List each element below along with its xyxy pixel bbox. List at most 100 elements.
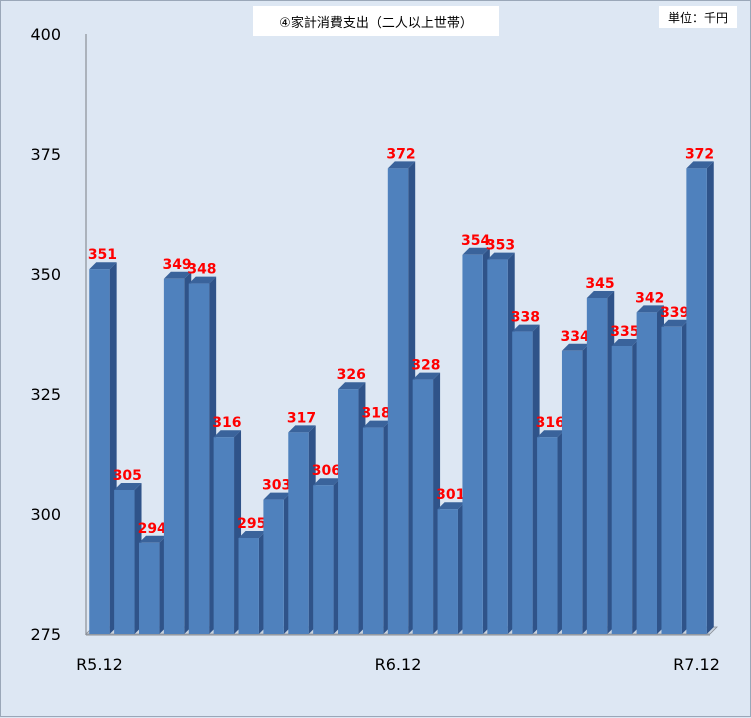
y-tick-label: 400 <box>30 25 61 44</box>
bar <box>114 483 142 634</box>
bar-front <box>611 346 633 634</box>
chart-title: ④家計消費支出（二人以上世帯） <box>253 6 499 36</box>
bar-top <box>89 262 117 270</box>
bar-front <box>636 312 658 634</box>
bar-front <box>313 485 334 634</box>
data-label: 295 <box>237 516 266 532</box>
data-label: 349 <box>162 257 191 273</box>
bar-top <box>138 535 167 543</box>
bar-top <box>611 339 640 346</box>
data-label: 353 <box>486 238 515 254</box>
bar <box>163 271 192 634</box>
data-label: 301 <box>436 487 465 503</box>
bar-front <box>338 389 359 634</box>
bar <box>238 531 266 634</box>
bar <box>313 478 341 634</box>
bar-top <box>188 276 217 284</box>
data-label: 316 <box>536 415 565 431</box>
bar <box>213 430 242 634</box>
bar-front <box>114 490 135 634</box>
bar-front <box>512 331 533 634</box>
bar-front <box>238 538 259 634</box>
y-tick-label: 275 <box>30 625 61 644</box>
data-label: 326 <box>337 367 366 383</box>
bar <box>263 492 291 634</box>
bar-front <box>362 427 384 634</box>
y-tick-label: 375 <box>30 145 61 164</box>
data-label: 335 <box>610 324 639 340</box>
bar-top <box>636 305 665 313</box>
bar-top <box>313 478 341 486</box>
bar-top <box>213 430 242 438</box>
bar-top <box>512 324 540 332</box>
bar-top <box>487 252 515 260</box>
bar <box>138 535 167 634</box>
bar-front <box>537 437 558 634</box>
bar-front <box>163 278 185 634</box>
bar <box>288 425 316 634</box>
y-tick-label: 350 <box>30 265 61 284</box>
bar-top <box>263 492 291 500</box>
bar <box>188 276 217 634</box>
bar-front <box>288 432 309 634</box>
bar-top <box>561 343 590 351</box>
bar-top <box>586 291 615 298</box>
data-label: 328 <box>411 358 440 374</box>
bar-front <box>661 326 682 634</box>
bar-top <box>362 420 391 428</box>
bar-front <box>263 499 284 634</box>
data-label: 318 <box>362 406 391 422</box>
bar-top <box>686 161 714 169</box>
bar <box>586 291 615 634</box>
bar-top <box>288 425 316 433</box>
bar-side <box>706 161 714 634</box>
bar-top <box>338 382 366 390</box>
bar-front <box>138 542 160 634</box>
bar-front <box>561 350 583 634</box>
bar-top <box>114 483 142 490</box>
bar <box>412 372 441 634</box>
data-label: 351 <box>88 247 117 263</box>
data-label: 372 <box>386 146 415 162</box>
bar-top <box>163 271 192 279</box>
bar <box>512 324 540 634</box>
x-tick-label: R5.12 <box>76 655 123 674</box>
data-label: 348 <box>187 262 216 278</box>
data-label: 334 <box>561 329 590 345</box>
data-label: 372 <box>685 146 714 162</box>
bar <box>561 343 590 634</box>
data-label: 317 <box>287 410 316 426</box>
data-label: 316 <box>212 415 241 431</box>
bar <box>437 502 465 634</box>
bar <box>537 430 565 634</box>
bar-top <box>238 531 266 538</box>
data-label: 338 <box>511 310 540 326</box>
data-label: 294 <box>138 521 167 537</box>
bar-front <box>213 437 235 634</box>
bar-top <box>412 372 441 380</box>
data-label: 342 <box>635 290 664 306</box>
bar-top <box>387 161 416 169</box>
bar <box>387 161 416 634</box>
bar <box>462 247 490 635</box>
bar-front <box>586 298 608 634</box>
bar-top <box>537 430 565 438</box>
bar-front <box>89 269 110 634</box>
data-label: 339 <box>660 305 689 321</box>
bar <box>611 339 640 634</box>
bar <box>686 161 714 634</box>
x-tick-label: R7.12 <box>673 655 720 674</box>
x-tick-label: R6.12 <box>375 655 422 674</box>
bar <box>89 262 117 634</box>
bar-front <box>188 283 210 634</box>
bar-top <box>437 502 465 510</box>
data-label: 306 <box>312 463 341 479</box>
bar <box>362 420 391 634</box>
data-label: 305 <box>113 468 142 484</box>
bar-front <box>487 259 508 634</box>
bar-front <box>462 254 483 635</box>
y-tick-label: 325 <box>30 385 61 404</box>
data-label: 345 <box>585 276 614 292</box>
